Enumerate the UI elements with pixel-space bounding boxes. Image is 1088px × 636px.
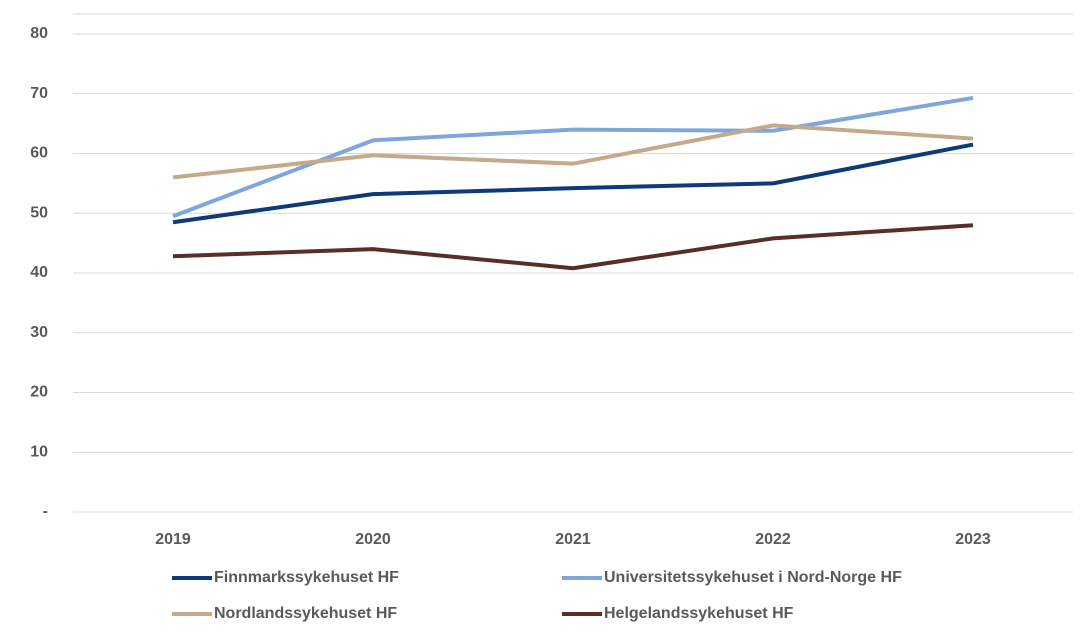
- y-tick-label: 20: [30, 384, 48, 401]
- legend-label: Nordlandssykehuset HF: [214, 605, 397, 622]
- x-tick-label: 2020: [355, 531, 391, 548]
- y-tick-label: 70: [30, 85, 48, 102]
- y-tick-label: 30: [30, 324, 48, 341]
- series-line: [172, 223, 974, 271]
- x-tick-label: 2019: [155, 531, 191, 548]
- series-line: [172, 123, 974, 180]
- legend-label: Universitetssykehuset i Nord-Norge HF: [604, 569, 902, 586]
- x-tick-label: 2022: [755, 531, 791, 548]
- y-tick-label: 50: [30, 204, 48, 221]
- legend-label: Finnmarkssykehuset HF: [214, 569, 399, 586]
- x-tick-label: 2021: [555, 531, 591, 548]
- y-tick-label: 80: [30, 25, 48, 42]
- y-tick-label: 60: [30, 145, 48, 162]
- y-tick-label: -: [43, 503, 48, 520]
- y-tick-label: 10: [30, 443, 48, 460]
- y-tick-label: 40: [30, 264, 48, 281]
- legend-label: Helgelandssykehuset HF: [604, 605, 794, 622]
- series-line: [172, 95, 974, 219]
- series-line: [172, 142, 974, 225]
- x-tick-label: 2023: [955, 531, 991, 548]
